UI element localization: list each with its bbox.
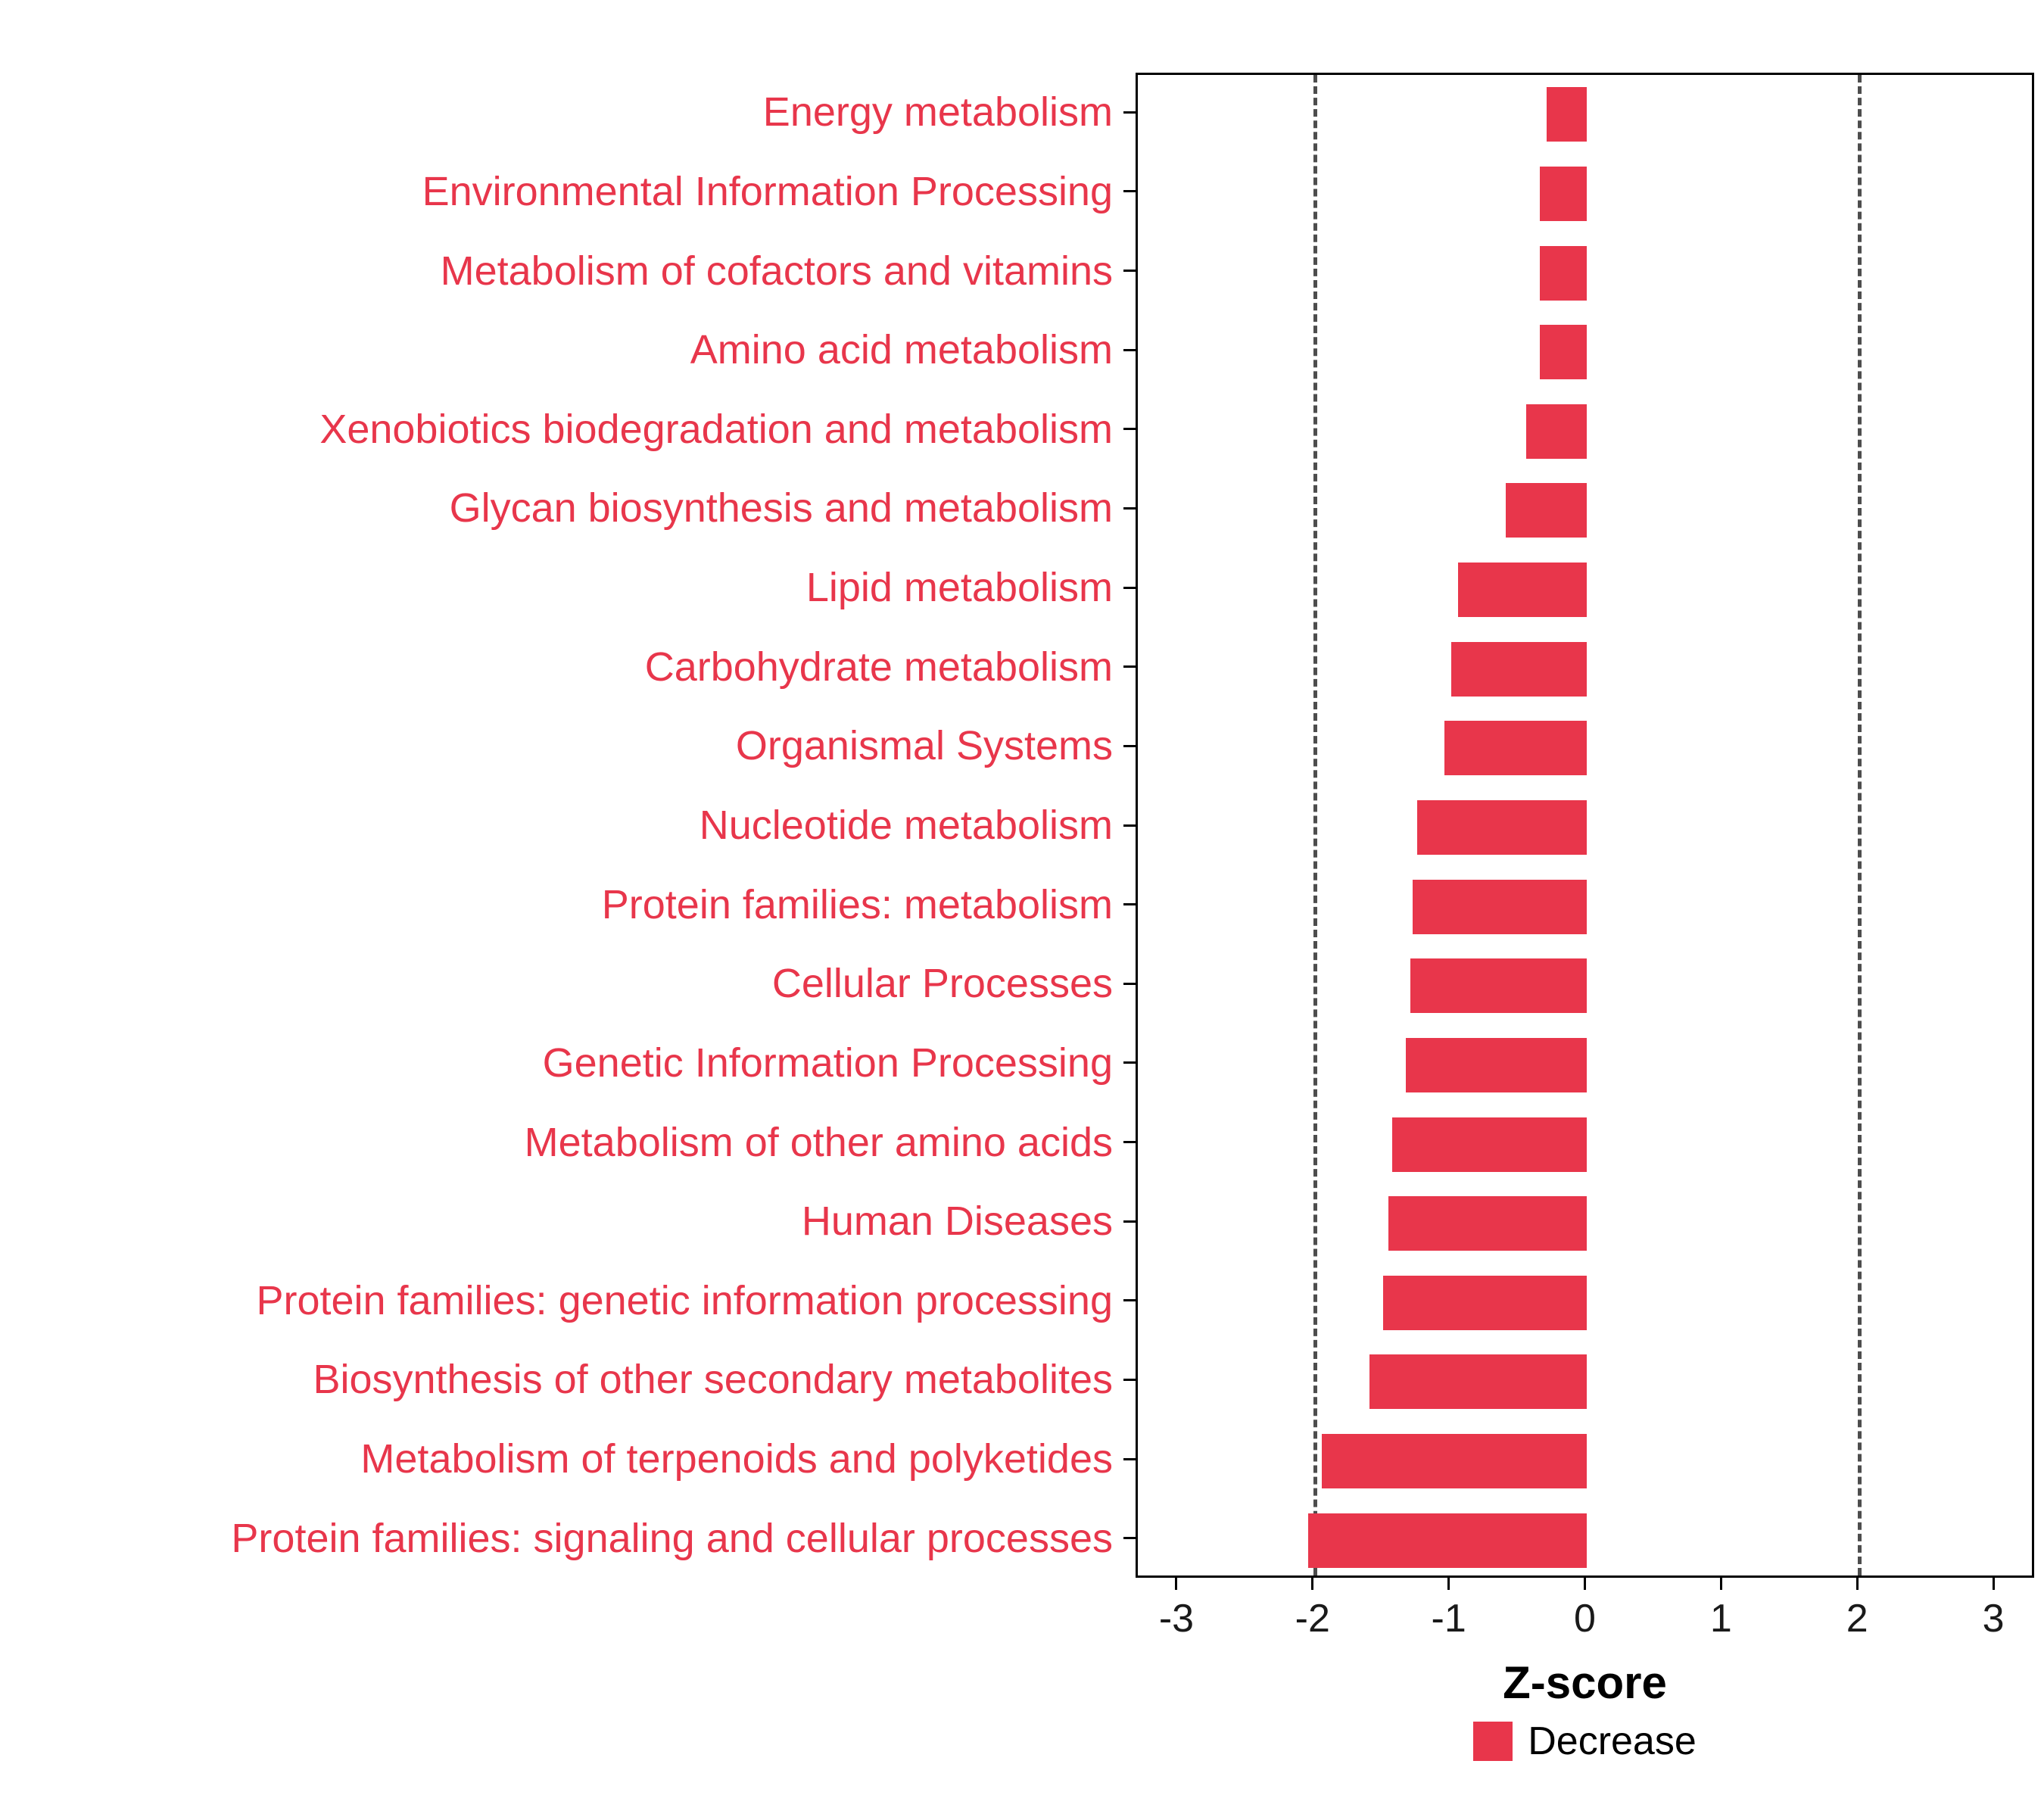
category-label: Metabolism of other amino acids [524,1119,1113,1165]
category-label: Cellular Processes [771,961,1113,1007]
y-tick [1123,1457,1136,1460]
y-tick [1123,1141,1136,1144]
y-tick [1123,586,1136,589]
x-tick-label: -3 [1158,1597,1195,1641]
x-tick [1992,1578,1995,1590]
bar [1444,721,1588,776]
y-tick [1123,744,1136,747]
category-label: Xenobiotics biodegradation and metabolis… [319,406,1113,452]
category-label: Environmental Information Processing [422,168,1113,214]
bar [1413,879,1588,934]
x-tick [1175,1578,1178,1590]
x-tick-label: -2 [1295,1597,1330,1641]
y-tick [1123,1220,1136,1223]
category-label: Protein families: genetic information pr… [256,1277,1113,1323]
bar [1382,1275,1588,1330]
x-tick-label: -1 [1431,1597,1466,1641]
bar [1416,800,1588,855]
x-axis-title: Z-score [1503,1657,1667,1708]
category-label: Glycan biosynthesis and metabolism [449,485,1113,531]
y-tick [1123,824,1136,827]
bar [1392,1117,1588,1172]
category-label: Metabolism of cofactors and vitamins [440,248,1113,294]
y-tick [1123,348,1136,351]
x-tick-label: 3 [1982,1597,2005,1641]
y-tick [1123,1378,1136,1381]
category-label: Metabolism of terpenoids and polyketides [360,1436,1113,1482]
category-label: Nucleotide metabolism [699,803,1113,848]
category-label: Biosynthesis of other secondary metaboli… [313,1357,1113,1403]
x-tick [1447,1578,1450,1590]
bar [1307,1513,1588,1568]
bar [1406,1037,1588,1092]
bar [1369,1354,1588,1410]
threshold-line [1313,75,1317,1575]
category-label: Human Diseases [801,1198,1113,1245]
category-label: Protein families: signaling and cellular… [231,1515,1113,1561]
bar [1321,1434,1588,1489]
threshold-line [1858,75,1862,1575]
category-label: Energy metabolism [762,89,1113,136]
y-tick [1123,190,1136,193]
x-tick-label: 0 [1574,1597,1596,1641]
y-tick [1123,1299,1136,1302]
bar [1539,325,1588,380]
bar [1410,958,1588,1014]
category-label: Protein families: metabolism [601,881,1113,927]
category-label: Lipid metabolism [805,565,1113,611]
bar [1450,641,1588,697]
bar [1539,245,1588,301]
bar [1546,87,1588,142]
y-tick [1123,111,1136,114]
x-tick [1311,1578,1314,1590]
x-tick [1584,1578,1586,1590]
bar [1457,563,1588,618]
legend-swatch-decrease [1473,1722,1513,1761]
category-label: Carbohydrate metabolism [644,644,1113,690]
bar [1539,166,1588,221]
category-label: Amino acid metabolism [690,327,1113,373]
bar [1388,1196,1588,1251]
y-tick [1123,903,1136,906]
category-label: Organismal Systems [735,723,1113,769]
x-tick-label: 1 [1709,1597,1732,1641]
y-tick [1123,506,1136,510]
y-tick [1123,1061,1136,1064]
plot-panel [1136,73,2034,1578]
y-tick [1123,982,1136,985]
x-tick [1719,1578,1722,1590]
y-tick [1123,1537,1136,1540]
bar [1505,483,1588,538]
y-tick [1123,665,1136,669]
x-tick [1855,1578,1859,1590]
x-tick-label: 2 [1846,1597,1868,1641]
category-label: Genetic Information Processing [542,1039,1113,1086]
legend-label: Decrease [1528,1719,1697,1763]
y-tick [1123,270,1136,273]
y-tick [1123,428,1136,431]
legend: Decrease [1136,1722,2034,1761]
bar [1525,404,1588,459]
